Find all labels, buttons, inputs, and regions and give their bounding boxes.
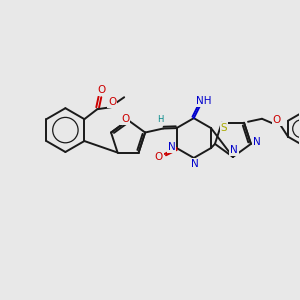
Text: N: N	[168, 142, 176, 152]
Text: O: O	[121, 114, 129, 124]
Text: O: O	[154, 152, 163, 162]
Text: O: O	[97, 85, 105, 95]
Text: N: N	[230, 145, 238, 155]
Text: S: S	[220, 123, 227, 133]
Text: H: H	[157, 115, 163, 124]
Text: NH: NH	[196, 96, 212, 106]
Text: O: O	[108, 97, 116, 107]
Text: N: N	[191, 159, 199, 169]
Text: O: O	[273, 115, 281, 125]
Text: N: N	[253, 137, 261, 147]
